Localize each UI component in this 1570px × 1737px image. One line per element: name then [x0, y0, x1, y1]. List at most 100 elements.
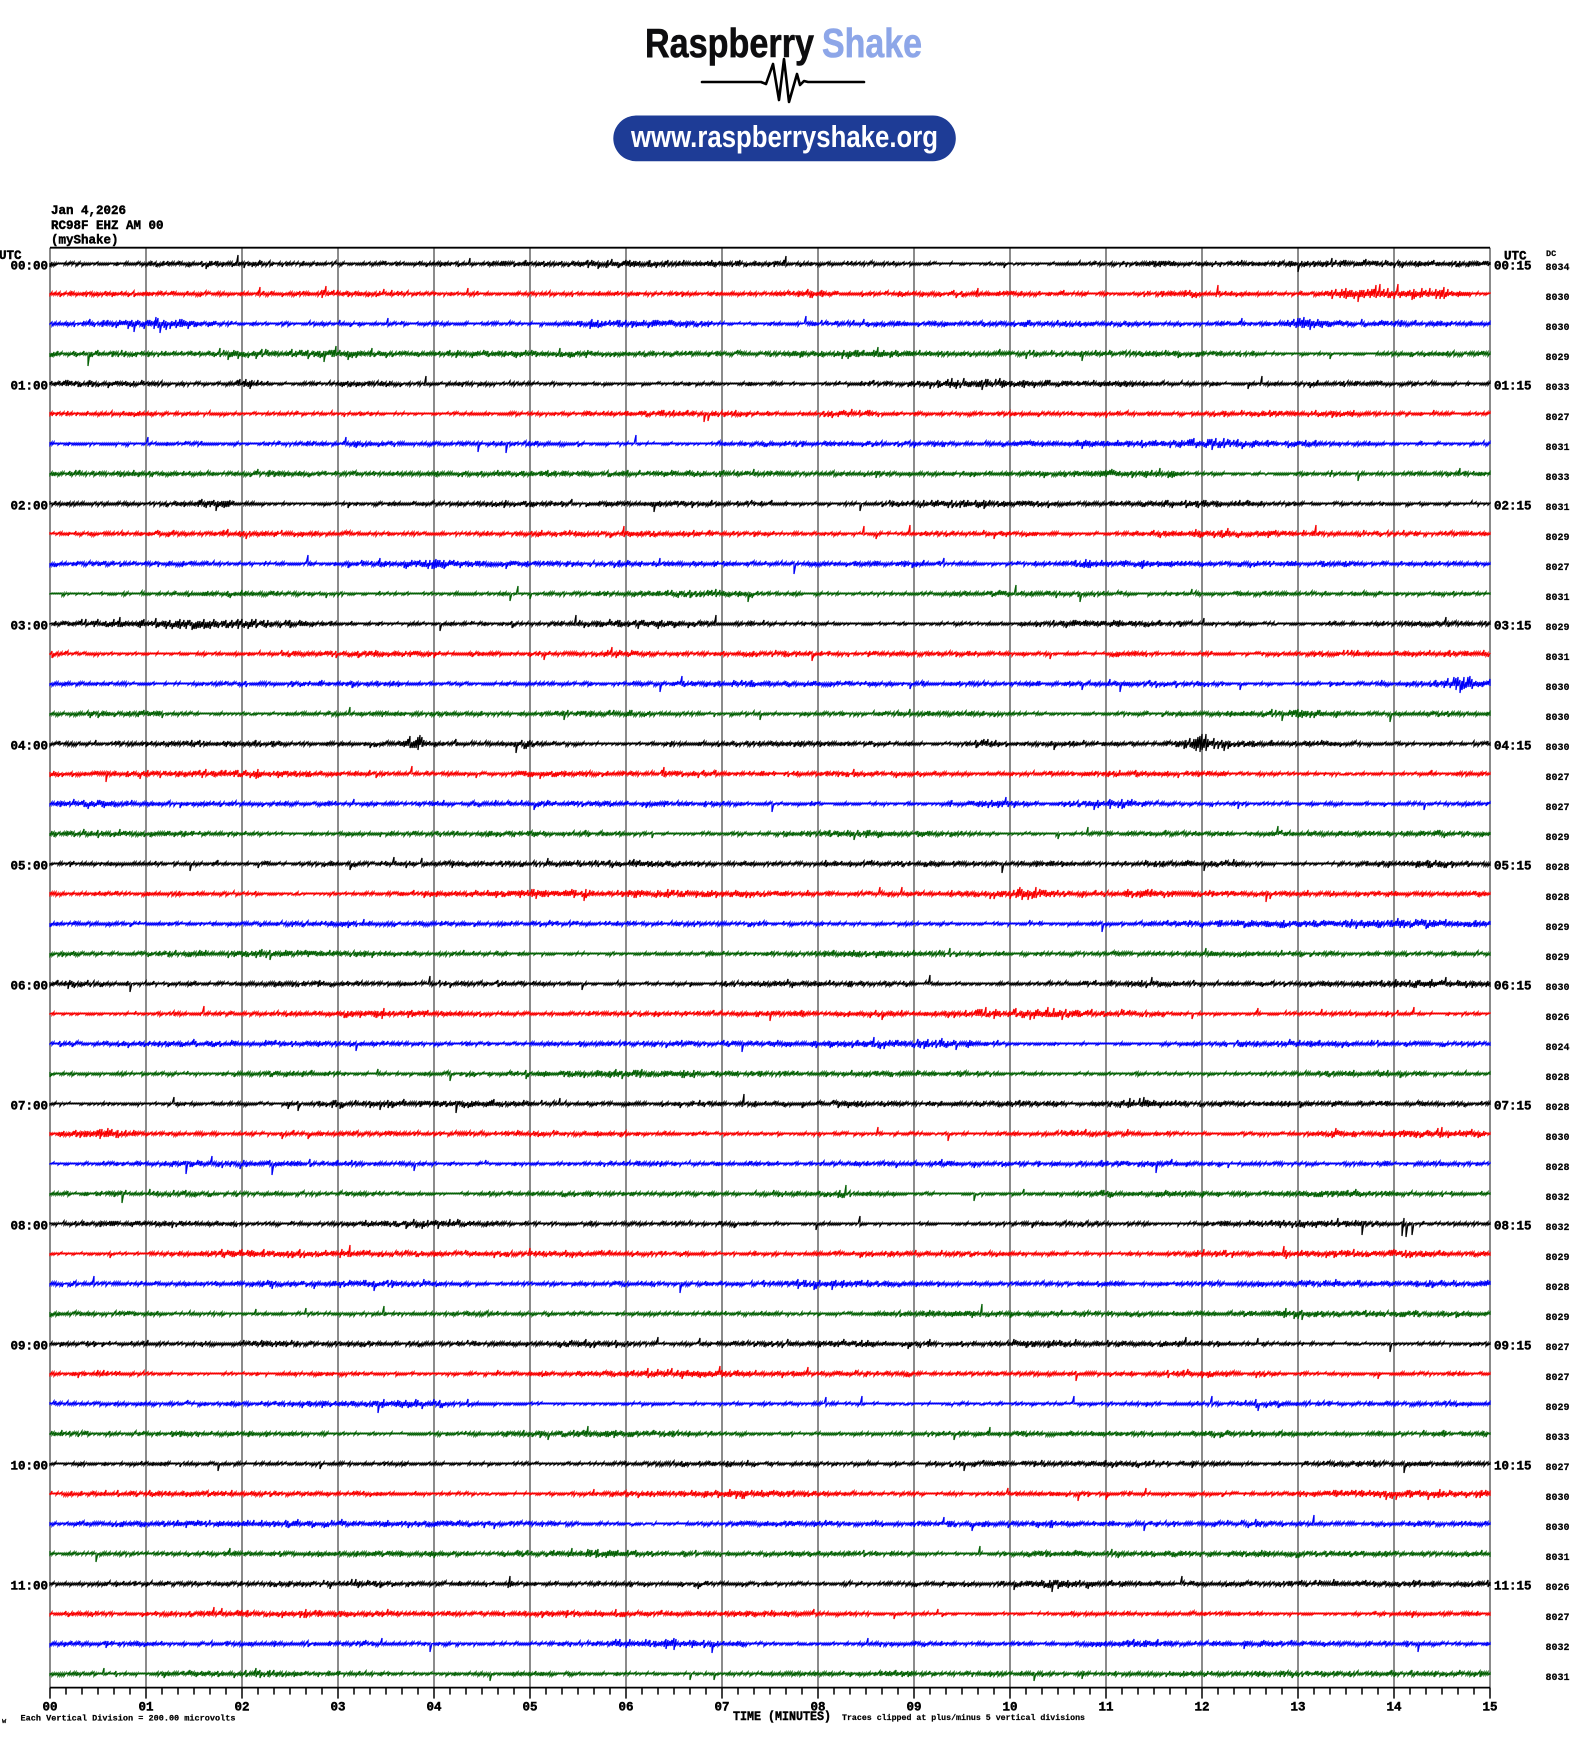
svg-text:DC: DC: [1546, 249, 1556, 259]
svg-text:08: 08: [810, 1701, 825, 1715]
svg-text:8028: 8028: [1546, 863, 1570, 874]
svg-text:8029: 8029: [1546, 953, 1570, 964]
svg-text:8032: 8032: [1546, 1643, 1570, 1654]
svg-text:8032: 8032: [1546, 1223, 1570, 1234]
svg-text:w: w: [2, 1718, 7, 1726]
svg-text:8027: 8027: [1546, 803, 1570, 814]
svg-text:8027: 8027: [1546, 1373, 1570, 1384]
svg-text:8028: 8028: [1546, 1073, 1570, 1084]
svg-text:08:15: 08:15: [1494, 1220, 1532, 1234]
svg-text:Jan 4,2026: Jan 4,2026: [51, 204, 126, 218]
svg-text:13: 13: [1290, 1701, 1305, 1715]
svg-text:00: 00: [42, 1701, 57, 1715]
svg-text:08:00: 08:00: [10, 1220, 48, 1234]
svg-text:10: 10: [1002, 1701, 1017, 1715]
svg-text:05:15: 05:15: [1494, 860, 1532, 874]
svg-text:8030: 8030: [1546, 323, 1570, 334]
svg-text:8030: 8030: [1546, 1133, 1570, 1144]
svg-text:8029: 8029: [1546, 533, 1570, 544]
svg-text:04: 04: [426, 1701, 442, 1715]
svg-text:8029: 8029: [1546, 623, 1570, 634]
svg-text:8030: 8030: [1546, 683, 1570, 694]
svg-text:15: 15: [1482, 1701, 1497, 1715]
svg-text:8029: 8029: [1546, 1253, 1570, 1264]
svg-text:03:15: 03:15: [1494, 620, 1532, 634]
svg-text:8027: 8027: [1546, 563, 1570, 574]
svg-text:8027: 8027: [1546, 1463, 1570, 1474]
svg-text:8029: 8029: [1546, 1403, 1570, 1414]
svg-text:Raspberry: Raspberry: [645, 20, 814, 66]
svg-text:www.raspberryshake.org: www.raspberryshake.org: [630, 119, 938, 154]
svg-text:11:15: 11:15: [1494, 1580, 1532, 1594]
svg-text:8033: 8033: [1546, 383, 1570, 394]
svg-text:07:00: 07:00: [10, 1100, 48, 1114]
svg-text:8032: 8032: [1546, 1193, 1570, 1204]
svg-text:8027: 8027: [1546, 413, 1570, 424]
svg-text:03: 03: [330, 1701, 345, 1715]
svg-text:10:15: 10:15: [1494, 1460, 1532, 1474]
svg-text:8034: 8034: [1546, 263, 1570, 274]
svg-text:UTC: UTC: [0, 249, 22, 263]
svg-text:8030: 8030: [1546, 983, 1570, 994]
svg-text:8029: 8029: [1546, 1313, 1570, 1324]
svg-text:8030: 8030: [1546, 713, 1570, 724]
svg-text:00:00: 00:00: [10, 260, 48, 274]
svg-text:8028: 8028: [1546, 893, 1570, 904]
svg-text:8031: 8031: [1546, 1673, 1570, 1684]
svg-text:(myShake): (myShake): [51, 234, 119, 248]
svg-text:8026: 8026: [1546, 1013, 1570, 1024]
svg-text:Each Vertical Division = 200.: Each Vertical Division = 200.00 microvol…: [21, 1714, 236, 1724]
svg-text:8031: 8031: [1546, 503, 1570, 514]
svg-text:8030: 8030: [1546, 1523, 1570, 1534]
svg-text:06:15: 06:15: [1494, 980, 1532, 994]
svg-text:04:15: 04:15: [1494, 740, 1532, 754]
svg-text:06:00: 06:00: [10, 980, 48, 994]
svg-text:00:15: 00:15: [1494, 260, 1532, 274]
svg-text:8027: 8027: [1546, 773, 1570, 784]
svg-text:8027: 8027: [1546, 1613, 1570, 1624]
svg-text:8024: 8024: [1546, 1043, 1570, 1054]
svg-text:09: 09: [906, 1701, 921, 1715]
svg-text:8029: 8029: [1546, 833, 1570, 844]
svg-text:Shake: Shake: [822, 20, 922, 66]
svg-text:8031: 8031: [1546, 653, 1570, 664]
svg-text:8033: 8033: [1546, 473, 1570, 484]
svg-text:8028: 8028: [1546, 1283, 1570, 1294]
svg-text:8026: 8026: [1546, 1583, 1570, 1594]
svg-text:07: 07: [714, 1701, 729, 1715]
svg-text:RC98F EHZ AM 00: RC98F EHZ AM 00: [51, 219, 164, 233]
svg-text:04:00: 04:00: [10, 740, 48, 754]
svg-text:01:15: 01:15: [1494, 380, 1532, 394]
svg-text:09:15: 09:15: [1494, 1340, 1532, 1354]
svg-text:12: 12: [1194, 1701, 1209, 1715]
svg-text:8031: 8031: [1546, 593, 1570, 604]
svg-text:Traces clipped at plus/minus 5: Traces clipped at plus/minus 5 vertical …: [842, 1713, 1085, 1723]
svg-text:07:15: 07:15: [1494, 1100, 1532, 1114]
svg-text:02:00: 02:00: [10, 500, 48, 514]
svg-text:14: 14: [1386, 1701, 1402, 1715]
svg-text:8030: 8030: [1546, 743, 1570, 754]
svg-text:8027: 8027: [1546, 1343, 1570, 1354]
svg-text:8031: 8031: [1546, 443, 1570, 454]
svg-text:06: 06: [618, 1701, 633, 1715]
svg-text:03:00: 03:00: [10, 620, 48, 634]
svg-text:11: 11: [1098, 1701, 1113, 1715]
svg-text:05:00: 05:00: [10, 860, 48, 874]
svg-text:8029: 8029: [1546, 353, 1570, 364]
svg-text:TIME (MINUTES): TIME (MINUTES): [733, 1710, 831, 1724]
svg-text:02:15: 02:15: [1494, 500, 1532, 514]
svg-text:10:00: 10:00: [10, 1460, 48, 1474]
svg-text:8033: 8033: [1546, 1433, 1570, 1444]
svg-text:8031: 8031: [1546, 1553, 1570, 1564]
svg-text:8029: 8029: [1546, 923, 1570, 934]
svg-text:8030: 8030: [1546, 293, 1570, 304]
svg-text:8030: 8030: [1546, 1493, 1570, 1504]
svg-text:11:00: 11:00: [10, 1580, 48, 1594]
svg-text:05: 05: [522, 1701, 537, 1715]
svg-text:01: 01: [138, 1701, 153, 1715]
svg-text:8028: 8028: [1546, 1103, 1570, 1114]
svg-text:02: 02: [234, 1701, 249, 1715]
svg-text:01:00: 01:00: [10, 380, 48, 394]
svg-text:UTC: UTC: [1504, 250, 1527, 264]
svg-text:8028: 8028: [1546, 1163, 1570, 1174]
